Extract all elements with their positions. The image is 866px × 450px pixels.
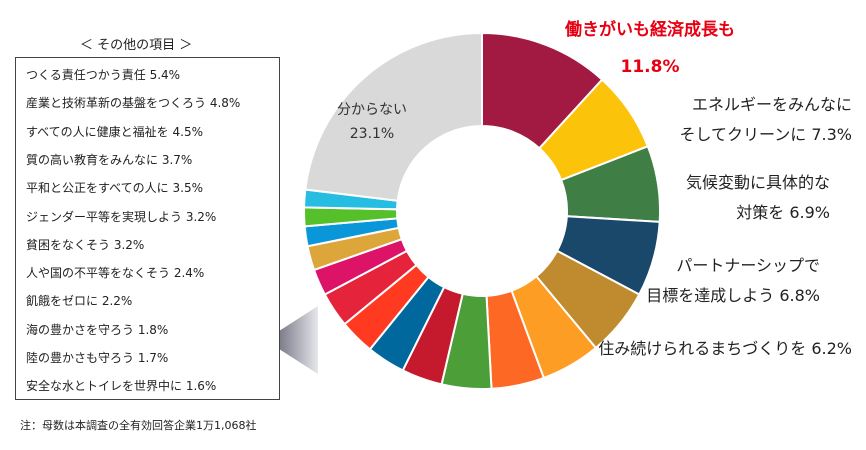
footnote: 注：母数は本調査の全有効回答企業1万1,068社 [20,419,257,432]
other-item-row: 海の豊かさを守ろう 1.8% [26,322,169,337]
other-item-row: すべての人に健康と福祉を 4.5% [26,124,203,139]
other-item-row: ジェンダー平等を実現しよう 3.2% [26,209,217,224]
inside-label-text: 分からない [337,102,407,118]
other-items-title: ＜ その他の項目 ＞ [80,38,193,53]
callout-1-line-2: 11.8% [621,57,680,77]
callout-3-line-1: 気候変動に具体的な [686,173,830,192]
other-item-row: 産業と技術革新の基盤をつくろう 4.8% [26,96,241,111]
callout-4-line-2: 目標を達成しよう 6.8% [646,286,820,305]
callout-3-line-2: 対策を 6.9% [736,203,830,222]
donut-slice-18 [304,31,483,202]
other-items-pointer [265,306,318,374]
callout-2-line-1: エネルギーをみんなに [692,95,852,114]
other-item-row: 陸の豊かさも守ろう 1.7% [26,351,169,365]
other-item-row: つくる責任つかう責任 5.4% [26,68,181,82]
callout-4-line-1: パートナーシップで [676,256,820,275]
other-item-row: 飢餓をゼロに 2.2% [26,294,133,309]
other-item-row: 安全な水とトイレを世界中に 1.6% [26,379,217,394]
other-item-row: 平和と公正をすべての人に 3.5% [26,181,203,196]
other-item-row: 質の高い教育をみんなに 3.7% [26,152,193,167]
callout-1-line-1: 働きがいも経済成長も [564,19,735,40]
other-item-row: 貧困をなくそう 3.2% [26,237,145,252]
inside-label-value: 23.1% [350,126,394,142]
other-item-row: 人や国の不平等をなくそう 2.4% [26,266,205,281]
callout-2-line-2: そしてクリーンに 7.3% [680,125,852,144]
callout-5-line-1: 住み続けられるまちづくりを 6.2% [598,339,852,358]
other-items-box: つくる責任つかう責任 5.4% 産業と技術革新の基盤をつくろう 4.8% すべての人… [15,57,280,400]
